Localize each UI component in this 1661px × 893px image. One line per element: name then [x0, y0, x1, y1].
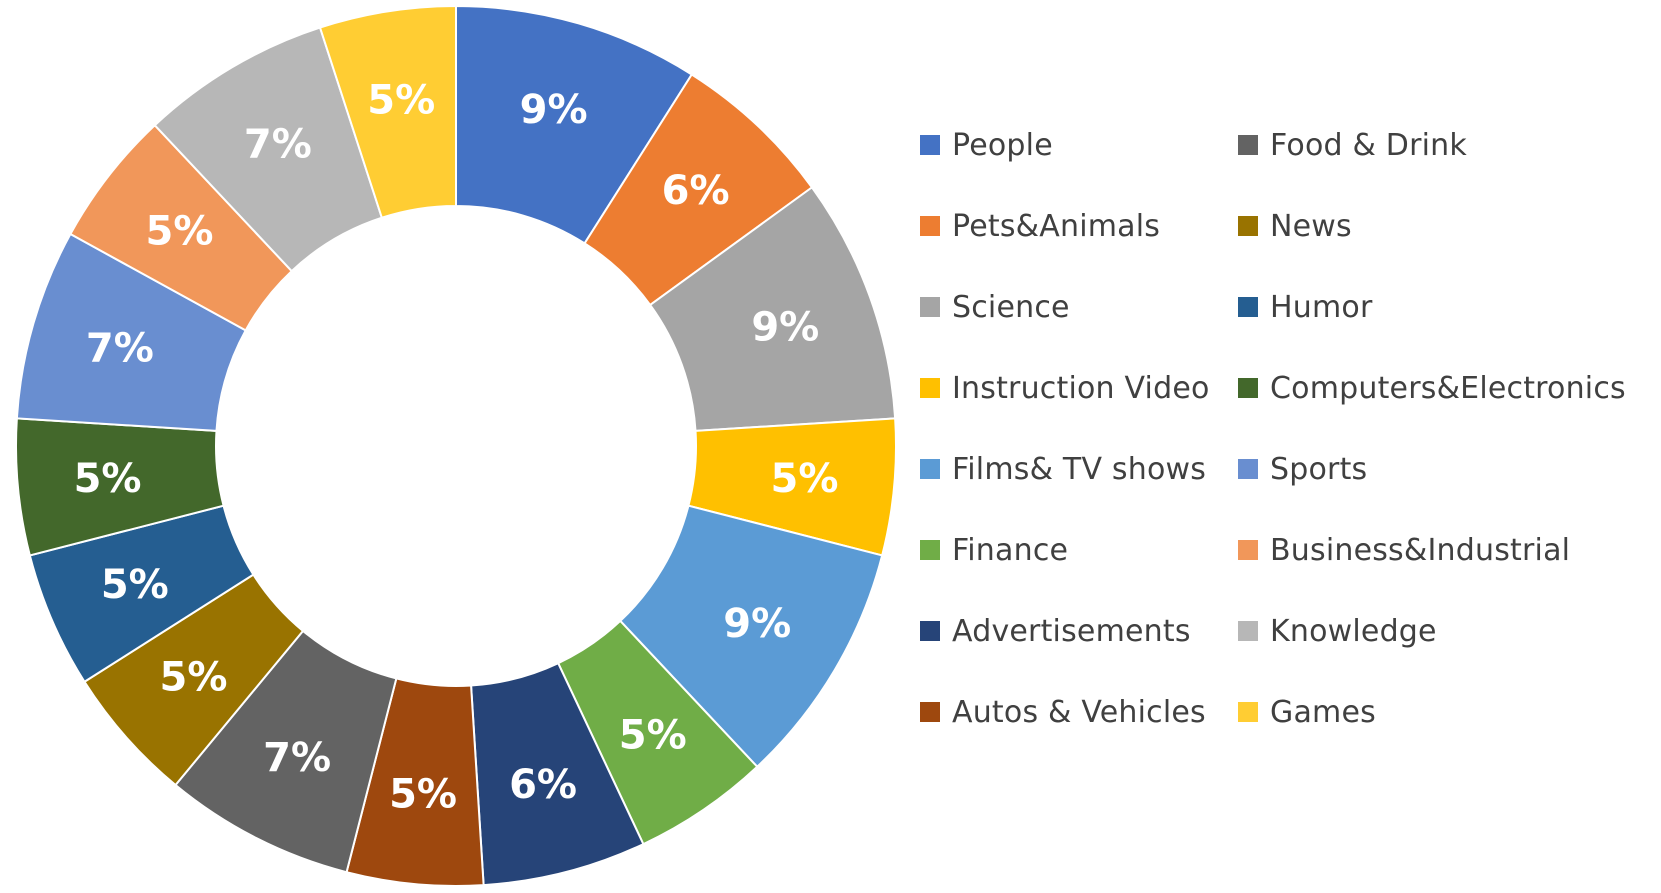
legend-item: Instruction Video	[920, 368, 1210, 408]
legend-label: Food & Drink	[1270, 127, 1467, 163]
legend-item: Films& TV shows	[920, 449, 1206, 489]
legend-swatch	[920, 135, 940, 155]
legend-swatch	[920, 216, 940, 236]
legend-item: Finance	[920, 530, 1068, 570]
legend-item: Computers&Electronics	[1238, 368, 1626, 408]
legend-swatch	[920, 621, 940, 641]
slice-label-12: 7%	[86, 325, 154, 371]
legend-label: Pets&Animals	[952, 208, 1161, 244]
legend-label: Science	[952, 289, 1070, 325]
legend-label: Humor	[1270, 289, 1373, 325]
legend-label: Computers&Electronics	[1270, 370, 1626, 406]
legend-item: Autos & Vehicles	[920, 692, 1206, 732]
legend-label: Instruction Video	[952, 370, 1210, 406]
legend-label: Autos & Vehicles	[952, 694, 1206, 730]
legend-swatch	[920, 297, 940, 317]
slice-label-7: 5%	[389, 771, 457, 817]
donut-slice-labels: 9% 6% 9% 5% 9% 5% 6% 5% 7% 5% 5% 5% 7% 5% 7% 5%	[74, 77, 839, 817]
legend-item: Pets&Animals	[920, 206, 1160, 246]
legend-label: People	[952, 127, 1053, 163]
legend-item: People	[920, 125, 1053, 165]
legend-swatch	[1238, 540, 1258, 560]
legend-swatch	[1238, 135, 1258, 155]
legend-label: Films& TV shows	[952, 451, 1207, 487]
slice-15	[318, 4, 457, 220]
legend-item: Games	[1238, 692, 1376, 732]
slice-label-3: 5%	[770, 456, 838, 502]
slice-label-15: 5%	[367, 77, 435, 123]
chart-legend: People Pets&Animals Science Instruction Vid…	[920, 125, 1661, 785]
legend-item: Business&Industrial	[1238, 530, 1570, 570]
slice-label-1: 6%	[662, 168, 730, 214]
legend-label: Sports	[1270, 451, 1368, 487]
legend-item: Humor	[1238, 287, 1372, 327]
legend-item: Food & Drink	[1238, 125, 1467, 165]
slice-label-10: 5%	[101, 562, 169, 608]
slice-label-14: 7%	[244, 122, 312, 168]
legend-swatch	[1238, 459, 1258, 479]
legend-item: Knowledge	[1238, 611, 1437, 651]
slice-label-11: 5%	[74, 456, 142, 502]
legend-label: Games	[1270, 694, 1376, 730]
legend-item: Sports	[1238, 449, 1367, 489]
slice-label-8: 7%	[263, 735, 331, 781]
slice-label-0: 9%	[520, 87, 588, 133]
legend-item: Advertisements	[920, 611, 1191, 651]
legend-swatch	[920, 540, 940, 560]
legend-item: News	[1238, 206, 1352, 246]
slice-label-13: 5%	[145, 208, 213, 254]
legend-swatch	[1238, 297, 1258, 317]
legend-label: Finance	[952, 532, 1069, 568]
legend-item: Science	[920, 287, 1070, 327]
legend-label: News	[1270, 208, 1352, 244]
slice-label-2: 9%	[751, 304, 819, 350]
legend-label: Knowledge	[1270, 613, 1437, 649]
legend-swatch	[1238, 216, 1258, 236]
legend-swatch	[920, 378, 940, 398]
slice-label-9: 5%	[160, 654, 228, 700]
legend-swatch	[1238, 621, 1258, 641]
slice-label-6: 6%	[509, 762, 577, 808]
slice-label-5: 5%	[619, 712, 687, 758]
legend-label: Business&Industrial	[1270, 532, 1571, 568]
legend-swatch	[920, 702, 940, 722]
slice-label-4: 9%	[723, 601, 791, 647]
legend-label: Advertisements	[952, 613, 1191, 649]
legend-swatch	[1238, 702, 1258, 722]
legend-swatch	[1238, 378, 1258, 398]
legend-swatch	[920, 459, 940, 479]
donut-slices	[15, 4, 897, 887]
